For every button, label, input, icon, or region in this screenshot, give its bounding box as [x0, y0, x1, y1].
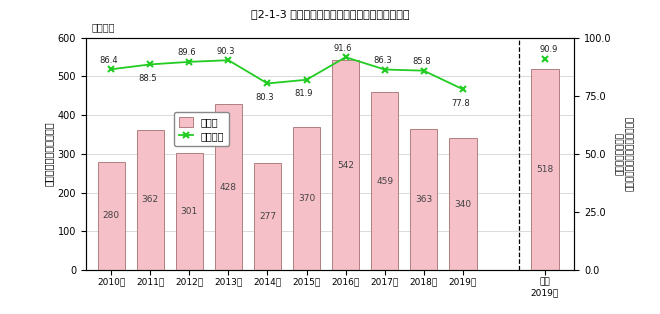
Bar [293, 127, 320, 270]
Text: 77.8: 77.8 [451, 99, 470, 108]
Text: （万円）: （万円） [92, 22, 115, 32]
Bar [98, 162, 125, 270]
Text: 277: 277 [259, 212, 276, 221]
Text: 301: 301 [181, 207, 198, 216]
Text: 518: 518 [537, 165, 554, 174]
Bar [449, 138, 477, 270]
Bar [254, 163, 281, 270]
Text: 88.5: 88.5 [139, 74, 157, 83]
Bar [531, 69, 558, 270]
Bar [371, 92, 399, 270]
Text: 86.4: 86.4 [100, 56, 118, 65]
Text: 542: 542 [337, 160, 354, 170]
Text: 280: 280 [103, 211, 119, 220]
Bar [214, 104, 242, 270]
Text: 428: 428 [220, 183, 237, 192]
Text: 91.6: 91.6 [334, 44, 352, 52]
Text: 362: 362 [142, 195, 159, 204]
Legend: 負債額, 負債割合: 負債額, 負債割合 [174, 112, 229, 146]
Text: 85.8: 85.8 [412, 57, 431, 66]
Y-axis label: 負債全体に占める
住宅・土地のための負債の割合: 負債全体に占める 住宅・土地のための負債の割合 [616, 116, 635, 192]
Text: 90.9: 90.9 [539, 45, 558, 54]
Bar [137, 130, 164, 270]
Text: 図2-1-3 住宅・土地のための負債及び割合の推移: 図2-1-3 住宅・土地のための負債及び割合の推移 [251, 9, 409, 19]
Bar [410, 129, 438, 270]
Text: 90.3: 90.3 [216, 46, 235, 56]
Text: 340: 340 [454, 200, 471, 209]
Text: 86.3: 86.3 [373, 56, 392, 65]
Bar [332, 60, 359, 270]
Text: 80.3: 80.3 [256, 93, 275, 102]
Text: 81.9: 81.9 [295, 89, 313, 98]
Y-axis label: 住宅・土地のための負債: 住宅・土地のための負債 [44, 122, 53, 186]
Text: 370: 370 [298, 194, 315, 203]
Bar [176, 154, 203, 270]
Text: 363: 363 [415, 195, 432, 204]
Text: 89.6: 89.6 [178, 48, 196, 57]
Text: 459: 459 [376, 177, 393, 186]
